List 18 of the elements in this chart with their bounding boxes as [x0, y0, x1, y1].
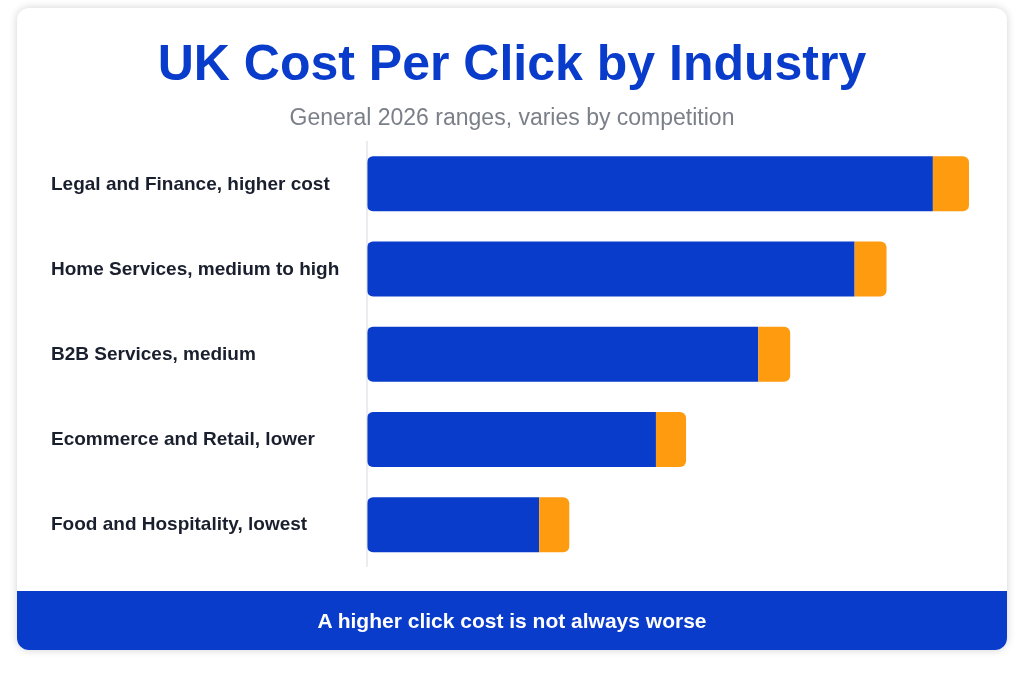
bar — [655, 411, 687, 467]
chart-subtitle: General 2026 ranges, varies by competition — [288, 104, 736, 131]
bar — [367, 326, 759, 382]
bar — [854, 241, 887, 297]
chart-title: UK Cost Per Click by Industry — [156, 34, 868, 92]
text: A higher click cost is not always worse — [17, 591, 1007, 650]
y-tick-label: Ecommerce and Retail, lower — [51, 428, 316, 450]
y-tick-label: Home Services, medium to high — [51, 257, 340, 279]
bar — [367, 241, 855, 297]
bar — [758, 326, 791, 382]
bar — [367, 156, 933, 212]
y-tick-label: Food and Hospitality, lowest — [51, 513, 308, 535]
bar — [539, 497, 570, 553]
y-tick-label: Legal and Finance, higher cost — [51, 172, 331, 194]
y-tick-label: B2B Services, medium — [51, 343, 256, 364]
bar — [367, 411, 656, 467]
bar — [367, 497, 540, 553]
bar — [932, 156, 969, 212]
